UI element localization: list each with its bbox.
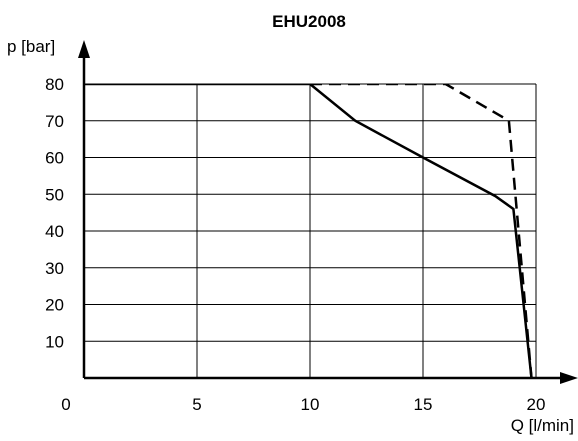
x-tick-label: 15	[414, 395, 433, 414]
y-tick-label: 60	[45, 149, 64, 168]
y-axis-arrow	[78, 40, 90, 58]
y-tick-label: 50	[45, 185, 64, 204]
y-tick-label: 40	[45, 222, 64, 241]
x-tick-label: 10	[301, 395, 320, 414]
y-tick-label: 70	[45, 112, 64, 131]
y-axis-label: p [bar]	[7, 37, 55, 56]
tick-labels: 0 5 10 15 20 10 20 30 40 50 60 70 80	[45, 75, 545, 414]
axes	[78, 40, 578, 384]
chart-title: EHU2008	[272, 12, 346, 31]
series-group	[84, 84, 533, 378]
y-tick-label: 20	[45, 296, 64, 315]
x-axis-arrow	[560, 372, 578, 384]
x-tick-label: 0	[61, 395, 70, 414]
solid-series-line	[84, 84, 533, 378]
x-tick-label: 5	[192, 395, 201, 414]
y-tick-label: 10	[45, 332, 64, 351]
grid	[84, 83, 537, 378]
dashed-series-line	[310, 84, 533, 378]
x-axis-label: Q [l/min]	[511, 416, 574, 435]
x-tick-label: 20	[527, 395, 546, 414]
y-tick-label: 30	[45, 259, 64, 278]
y-tick-label: 80	[45, 75, 64, 94]
